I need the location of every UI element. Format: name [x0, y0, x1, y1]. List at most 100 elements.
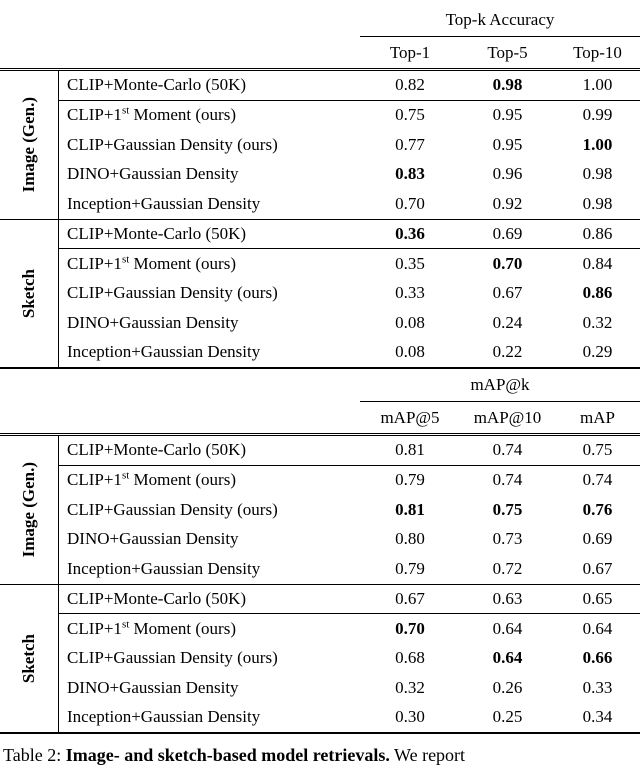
table-row: CLIP+Monte-Carlo (50K) 0.81 0.74 0.75: [59, 436, 640, 466]
method-text: CLIP+Gaussian Density (ours): [67, 499, 278, 519]
method-name: CLIP+Monte-Carlo (50K): [59, 75, 360, 95]
table-section: Sketch CLIP+Monte-Carlo (50K) 0.67 0.63 0.65…: [0, 584, 640, 732]
metric-value: 0.67: [492, 283, 523, 303]
header-stub: [0, 4, 360, 37]
metric-value: 0.30: [395, 707, 425, 727]
metric-value: 0.25: [492, 707, 523, 727]
row-group-label: Image (Gen.): [19, 462, 38, 558]
caption-prefix: Table 2:: [3, 745, 66, 765]
metric-value: 0.26: [492, 677, 523, 697]
metric-value: 0.24: [492, 312, 523, 332]
section-rows: CLIP+Monte-Carlo (50K) 0.67 0.63 0.65 CLIP+1…: [58, 584, 640, 732]
method-text: Moment (ours): [129, 253, 236, 273]
metric-value: 0.22: [492, 342, 523, 362]
method-text: DINO+Gaussian Density: [67, 677, 239, 697]
metric-value: 0.32: [582, 312, 613, 332]
metric-value: 0.75: [395, 105, 425, 125]
caption-title: Image- and sketch-based model retrievals…: [65, 745, 390, 765]
metric-value: 0.84: [582, 253, 613, 273]
metric-value: 0.66: [582, 648, 613, 668]
metric-value: 0.64: [492, 648, 523, 668]
caption-suffix: We report: [389, 745, 466, 765]
metric-value: 0.65: [582, 588, 613, 608]
metric-value: 0.67: [395, 588, 425, 608]
table-row: CLIP+Monte-Carlo (50K) 0.67 0.63 0.65: [59, 585, 640, 614]
metric-value: 0.70: [395, 618, 425, 638]
method-name: Inception+Gaussian Density: [59, 559, 360, 579]
metric-value: 0.67: [582, 558, 613, 578]
metric-value: 0.64: [582, 618, 613, 638]
method-superscript: st: [121, 253, 130, 266]
header-stub: [0, 369, 360, 402]
method-superscript: st: [121, 618, 130, 631]
method-text: Moment (ours): [129, 105, 236, 125]
table-section: Image (Gen.) CLIP+Monte-Carlo (50K) 0.82 0.…: [0, 71, 640, 219]
method-text: DINO+Gaussian Density: [67, 312, 239, 332]
method-name: CLIP+Gaussian Density (ours): [59, 648, 360, 668]
metric-value: 0.98: [582, 164, 613, 184]
method-text: CLIP+Gaussian Density (ours): [67, 283, 278, 303]
method-name: CLIP+1st Moment (ours): [59, 470, 360, 490]
table-row: CLIP+Gaussian Density (ours) 0.68 0.64 0.66: [59, 644, 640, 674]
metric-value: 0.75: [582, 440, 613, 460]
method-name: Inception+Gaussian Density: [59, 342, 360, 362]
method-name: CLIP+Gaussian Density (ours): [59, 500, 360, 520]
method-text: CLIP+Gaussian Density (ours): [67, 134, 278, 154]
column-group-header: Top-k Accuracy: [360, 4, 640, 37]
method-text: Moment (ours): [129, 470, 236, 490]
method-text: CLIP+Monte-Carlo (50K): [67, 588, 247, 608]
table-row: CLIP+1st Moment (ours) 0.79 0.74 0.74: [59, 466, 640, 496]
method-name: DINO+Gaussian Density: [59, 313, 360, 333]
metric-value: 0.96: [492, 164, 523, 184]
column-group-header: mAP@k: [360, 369, 640, 402]
method-name: DINO+Gaussian Density: [59, 529, 360, 549]
metric-value: 0.70: [395, 193, 425, 213]
method-text: Inception+Gaussian Density: [67, 193, 261, 213]
column-header: Top-5: [487, 42, 528, 62]
metric-value: 0.74: [492, 440, 523, 460]
method-text: DINO+Gaussian Density: [67, 164, 239, 184]
metric-value: 0.68: [395, 648, 425, 668]
table-row: Inception+Gaussian Density 0.70 0.92 0.98: [59, 189, 640, 219]
method-text: CLIP+1: [67, 618, 122, 638]
method-text: Inception+Gaussian Density: [67, 342, 261, 362]
metric-value: 0.69: [582, 529, 613, 549]
metric-value: 1.00: [582, 134, 613, 154]
column-header: mAP@5: [380, 407, 440, 427]
row-group-label-cell: Image (Gen.): [0, 436, 58, 584]
metric-value: 0.33: [582, 677, 613, 697]
table-section: Image (Gen.) CLIP+Monte-Carlo (50K) 0.81 0.…: [0, 436, 640, 584]
metric-value: 0.33: [395, 283, 425, 303]
column-header-row: mAP@5 mAP@10 mAP: [0, 402, 640, 433]
metric-value: 0.99: [582, 105, 613, 125]
method-name: CLIP+1st Moment (ours): [59, 254, 360, 274]
metric-value: 0.92: [492, 193, 523, 213]
section-rows: CLIP+Monte-Carlo (50K) 0.36 0.69 0.86 CLIP+1…: [58, 219, 640, 367]
table-row: CLIP+1st Moment (ours) 0.35 0.70 0.84: [59, 249, 640, 279]
metric-value: 0.82: [395, 75, 425, 95]
method-name: CLIP+Gaussian Density (ours): [59, 135, 360, 155]
table-row: DINO+Gaussian Density 0.83 0.96 0.98: [59, 160, 640, 190]
method-name: CLIP+Monte-Carlo (50K): [59, 224, 360, 244]
method-text: CLIP+1: [67, 470, 122, 490]
method-text: Inception+Gaussian Density: [67, 707, 261, 727]
method-name: CLIP+1st Moment (ours): [59, 105, 360, 125]
method-name: Inception+Gaussian Density: [59, 194, 360, 214]
metric-value: 0.34: [582, 707, 613, 727]
metric-value: 0.70: [492, 253, 523, 273]
metric-value: 0.63: [492, 588, 523, 608]
method-name: DINO+Gaussian Density: [59, 164, 360, 184]
section-divider: [0, 218, 640, 220]
metric-value: 0.72: [492, 558, 523, 578]
method-name: DINO+Gaussian Density: [59, 678, 360, 698]
metric-value: 0.86: [582, 283, 613, 303]
method-name: CLIP+1st Moment (ours): [59, 619, 360, 639]
metric-value: 0.81: [395, 499, 425, 519]
span-header-row: Top-k Accuracy: [0, 4, 640, 37]
metric-value: 0.36: [395, 223, 425, 243]
metric-value: 0.29: [582, 342, 613, 362]
double-rule: [0, 433, 640, 436]
table-section: Sketch CLIP+Monte-Carlo (50K) 0.36 0.69 0.86…: [0, 219, 640, 367]
method-text: DINO+Gaussian Density: [67, 529, 239, 549]
